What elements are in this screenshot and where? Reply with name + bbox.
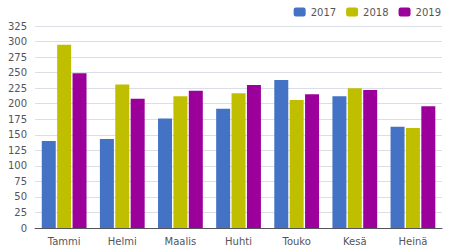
svg-text:Huhti: Huhti <box>225 236 252 247</box>
svg-text:2017: 2017 <box>311 7 336 18</box>
svg-text:275: 275 <box>8 52 27 63</box>
svg-text:Heinä: Heinä <box>398 236 427 247</box>
svg-text:Maalis: Maalis <box>165 236 197 247</box>
svg-text:50: 50 <box>14 191 27 202</box>
svg-text:Tammi: Tammi <box>47 236 81 247</box>
svg-text:25: 25 <box>14 207 27 218</box>
svg-text:125: 125 <box>8 145 27 156</box>
svg-text:Helmi: Helmi <box>108 236 137 247</box>
svg-text:Kesä: Kesä <box>343 236 367 247</box>
svg-text:Touko: Touko <box>281 236 310 247</box>
svg-text:300: 300 <box>8 36 27 47</box>
svg-text:75: 75 <box>14 176 27 187</box>
svg-text:150: 150 <box>8 129 27 140</box>
svg-text:225: 225 <box>8 83 27 94</box>
svg-text:200: 200 <box>8 98 27 109</box>
svg-text:250: 250 <box>8 67 27 78</box>
svg-text:2018: 2018 <box>363 7 388 18</box>
svg-text:325: 325 <box>8 21 27 32</box>
svg-text:2019: 2019 <box>416 7 441 18</box>
svg-text:0: 0 <box>21 223 27 234</box>
svg-text:175: 175 <box>8 114 27 125</box>
svg-text:100: 100 <box>8 160 27 171</box>
